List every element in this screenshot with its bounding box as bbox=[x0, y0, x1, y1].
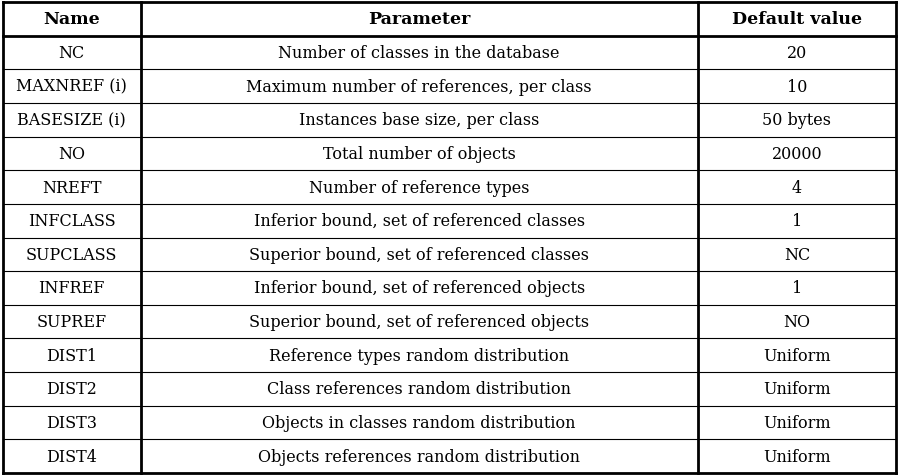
Text: Objects references random distribution: Objects references random distribution bbox=[258, 448, 580, 465]
Text: Parameter: Parameter bbox=[368, 11, 470, 28]
Text: Name: Name bbox=[43, 11, 100, 28]
Text: DIST1: DIST1 bbox=[46, 347, 97, 364]
Text: Inferior bound, set of referenced classes: Inferior bound, set of referenced classe… bbox=[254, 213, 584, 230]
Text: NC: NC bbox=[784, 246, 810, 263]
Text: DIST4: DIST4 bbox=[47, 448, 97, 465]
Text: INFREF: INFREF bbox=[39, 280, 105, 297]
Text: Uniform: Uniform bbox=[763, 448, 831, 465]
Text: Class references random distribution: Class references random distribution bbox=[267, 381, 571, 397]
Text: 1: 1 bbox=[792, 280, 802, 297]
Text: NO: NO bbox=[58, 146, 85, 162]
Text: DIST3: DIST3 bbox=[46, 414, 97, 431]
Text: Default value: Default value bbox=[732, 11, 862, 28]
Text: 50 bytes: 50 bytes bbox=[762, 112, 832, 129]
Text: Total number of objects: Total number of objects bbox=[323, 146, 515, 162]
Text: Instances base size, per class: Instances base size, per class bbox=[299, 112, 539, 129]
Text: 20: 20 bbox=[787, 45, 807, 62]
Text: Reference types random distribution: Reference types random distribution bbox=[269, 347, 569, 364]
Text: Uniform: Uniform bbox=[763, 347, 831, 364]
Text: NO: NO bbox=[783, 314, 810, 330]
Text: Superior bound, set of referenced objects: Superior bound, set of referenced object… bbox=[249, 314, 589, 330]
Text: DIST2: DIST2 bbox=[47, 381, 97, 397]
Text: Number of reference types: Number of reference types bbox=[309, 179, 530, 196]
Text: 10: 10 bbox=[787, 79, 807, 95]
Text: Number of classes in the database: Number of classes in the database bbox=[279, 45, 560, 62]
Text: Inferior bound, set of referenced objects: Inferior bound, set of referenced object… bbox=[254, 280, 584, 297]
Text: NREFT: NREFT bbox=[42, 179, 102, 196]
Text: MAXNREF (i): MAXNREF (i) bbox=[16, 79, 127, 95]
Text: 1: 1 bbox=[792, 213, 802, 230]
Text: 4: 4 bbox=[792, 179, 802, 196]
Text: BASESIZE (i): BASESIZE (i) bbox=[17, 112, 126, 129]
Text: Uniform: Uniform bbox=[763, 414, 831, 431]
Text: NC: NC bbox=[58, 45, 85, 62]
Text: SUPREF: SUPREF bbox=[37, 314, 107, 330]
Text: Uniform: Uniform bbox=[763, 381, 831, 397]
Text: 20000: 20000 bbox=[771, 146, 823, 162]
Text: INFCLASS: INFCLASS bbox=[28, 213, 116, 230]
Text: Maximum number of references, per class: Maximum number of references, per class bbox=[246, 79, 592, 95]
Text: SUPCLASS: SUPCLASS bbox=[26, 246, 118, 263]
Text: Objects in classes random distribution: Objects in classes random distribution bbox=[263, 414, 576, 431]
Text: Superior bound, set of referenced classes: Superior bound, set of referenced classe… bbox=[249, 246, 589, 263]
